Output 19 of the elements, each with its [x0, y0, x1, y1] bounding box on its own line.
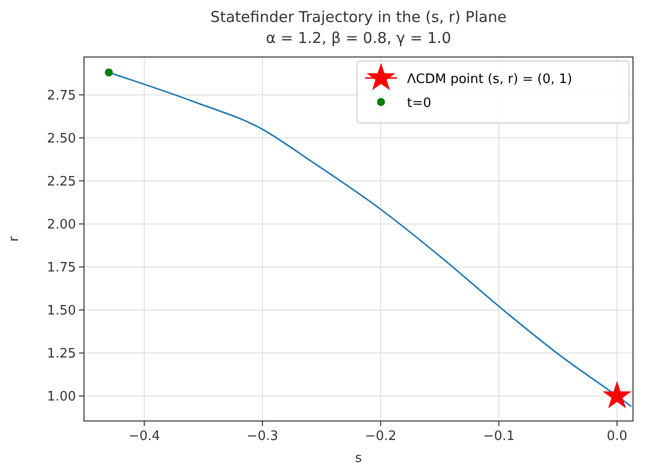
legend-label: ΛCDM point (s, r) = (0, 1) [407, 72, 572, 87]
chart-subtitle: α = 1.2, β = 0.8, γ = 1.0 [266, 29, 452, 47]
x-tick-label: −0.2 [364, 429, 396, 444]
y-tick-label: 1.50 [47, 303, 76, 318]
y-tick-label: 2.50 [47, 131, 76, 146]
x-axis-title: s [355, 451, 362, 466]
y-tick-label: 2.00 [47, 217, 76, 232]
x-tick-label: −0.4 [128, 429, 160, 444]
x-tick-label: −0.1 [483, 429, 515, 444]
legend-label: t=0 [407, 96, 432, 111]
x-tick-label: −0.3 [246, 429, 278, 444]
y-tick-label: 1.25 [47, 346, 76, 362]
y-tick-label: 2.75 [47, 88, 76, 104]
x-tick-label: 0.0 [606, 429, 628, 444]
y-tick-label: 2.25 [47, 174, 76, 190]
y-axis-title: r [7, 236, 22, 242]
chart-title: Statefinder Trajectory in the (s, r) Plane [210, 8, 507, 26]
y-tick-label: 1.75 [47, 260, 76, 276]
y-tick-label: 1.00 [47, 390, 76, 405]
